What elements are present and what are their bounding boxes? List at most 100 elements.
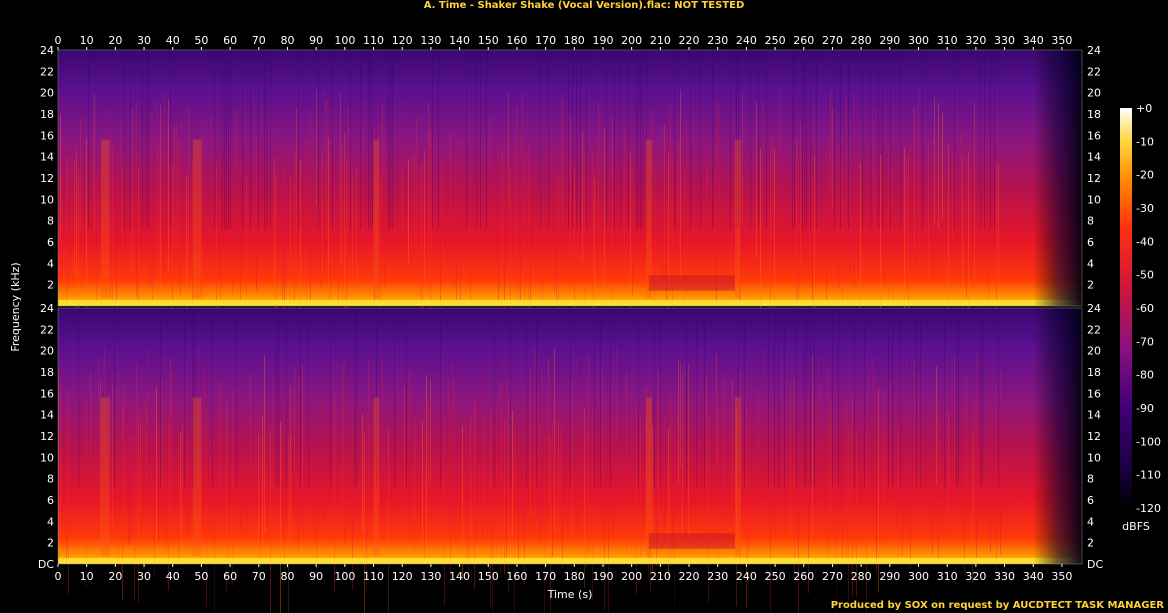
spectrogram-stripe (434, 370, 435, 478)
spectrogram-stripe (444, 418, 445, 605)
spectrogram-stripe (736, 50, 737, 230)
spectrogram-stripe (842, 392, 843, 559)
spectrogram-stripe (404, 385, 405, 490)
spectrogram-stripe (958, 308, 959, 488)
spectrogram-stripe (138, 407, 139, 602)
spectrogram-stripe (332, 50, 333, 230)
spectrogram-stripe (826, 145, 827, 300)
spectrogram-stripe (144, 399, 145, 504)
y-tick-label-right: 20 (1087, 345, 1101, 358)
spectrogram-stripe (674, 428, 675, 605)
spectrogram-stripe (554, 348, 555, 532)
colorbar-tick-label: +0 (1136, 102, 1152, 115)
spectrogram-stripe (614, 50, 615, 230)
spectrogram-stripe (562, 398, 563, 568)
spectrogram-stripe (1000, 369, 1001, 555)
spectrogram-stripe (298, 374, 299, 549)
spectrogram-stripe (830, 89, 831, 197)
spectrogram-stripe (744, 308, 745, 488)
spectrogram-stripe (198, 346, 199, 490)
spectrogram-stripe (188, 429, 189, 535)
x-tick-label-bottom: 260 (793, 570, 814, 583)
x-tick-label-bottom: 10 (80, 570, 94, 583)
x-tick-label-bottom: 320 (965, 570, 986, 583)
spectrogram-stripe (832, 308, 833, 488)
spectrogram-stripe (706, 161, 707, 270)
spectrogram-stripe (380, 174, 381, 350)
spectrogram-stripe (554, 133, 555, 292)
spectrogram-stripe (980, 308, 981, 488)
spectrogram-stripe (256, 138, 257, 290)
spectrogram-stripe (656, 399, 657, 568)
spectrogram-stripe (518, 173, 519, 308)
colorbar-tick-label: -50 (1136, 269, 1154, 282)
spectrogram-stripe (130, 50, 131, 230)
spectrogram-stripe (592, 148, 593, 317)
spectrogram-stripe (284, 399, 285, 586)
spectrogram-stripe (624, 127, 625, 252)
spectrogram-stripe (756, 102, 757, 258)
spectrogram-stripe (408, 159, 409, 264)
y-tick-label-right: 18 (1087, 108, 1101, 121)
spectrogram-stripe (300, 160, 301, 328)
spectrogram-stripe (60, 383, 61, 537)
spectrogram-stripe (226, 399, 227, 593)
spectrogram-stripe (742, 93, 743, 222)
spectrogram-stripe (454, 157, 455, 291)
spectrogram-stripe (476, 401, 477, 540)
spectrogram-stripe (360, 50, 361, 230)
colorbar-tick-label: -80 (1136, 369, 1154, 382)
spectrogram-stripe (522, 392, 523, 525)
spectrogram-stripe (264, 355, 265, 533)
x-tick-label-bottom: 290 (879, 570, 900, 583)
y-tick-label-left: 22 (40, 323, 54, 336)
spectrogram-stripe (906, 359, 907, 526)
spectrogram-stripe (166, 133, 167, 239)
x-tick-label-top: 140 (449, 34, 470, 47)
spectrogram-stripe (630, 152, 631, 347)
x-tick-label-top: 30 (137, 34, 151, 47)
x-tick-label-bottom: 310 (937, 570, 958, 583)
spectrogram-stripe (570, 308, 571, 488)
spectrogram-stripe (104, 346, 105, 494)
spectrogram-stripe (770, 145, 771, 318)
spectrogram-stripe (740, 149, 741, 322)
x-tick-label-bottom: 110 (363, 570, 384, 583)
spectrogram-stripe (938, 403, 939, 562)
spectrogram-stripe (524, 149, 525, 310)
spectrogram-stripe (770, 418, 771, 613)
spectrogram-stripe (290, 385, 291, 538)
y-tick-label-right: 8 (1087, 473, 1094, 486)
x-tick-label-top: 340 (1023, 34, 1044, 47)
spectrogram-stripe (142, 50, 143, 230)
spectrogram-stripe (626, 127, 627, 244)
spectrogram-stripe (900, 308, 901, 488)
spectrogram-stripe (258, 50, 259, 230)
spectrogram-stripe (424, 427, 425, 561)
x-tick-label-bottom: 250 (765, 570, 786, 583)
colorbar: +0 -10 -20 -30 -40 -50 -60 -70 -80 -90 -100 -110 -12… (1120, 102, 1161, 533)
spectrogram-stripe (392, 50, 393, 230)
spectrogram-stripe (378, 123, 379, 289)
plot-frame (57, 307, 1083, 565)
spectrogram-stripe (298, 50, 299, 230)
spectrogram-stripe (180, 118, 181, 296)
spectrogram-stripe (116, 172, 117, 316)
spectrogram-stripe (206, 409, 207, 607)
spectrogram-stripe (540, 422, 541, 541)
x-tick-label-bottom: 240 (736, 570, 757, 583)
spectrogram-stripe (646, 50, 647, 230)
spectrogram-stripe (872, 355, 873, 497)
channel-2-spectrogram (57, 307, 1083, 613)
spectrogram-stripe (670, 394, 671, 567)
spectrogram-stripe (954, 356, 955, 479)
spectrogram-stripe (588, 155, 589, 267)
spectrogram-stripe (972, 433, 973, 584)
spectrogram-stripe (204, 366, 205, 470)
spectrogram-stripe (128, 403, 129, 546)
spectrogram-stripe (860, 161, 861, 363)
spectrogram-stripe (974, 102, 975, 281)
x-tick-label-top: 330 (994, 34, 1015, 47)
y-tick-label-right: 16 (1087, 387, 1101, 400)
x-tick-label-top: 270 (822, 34, 843, 47)
